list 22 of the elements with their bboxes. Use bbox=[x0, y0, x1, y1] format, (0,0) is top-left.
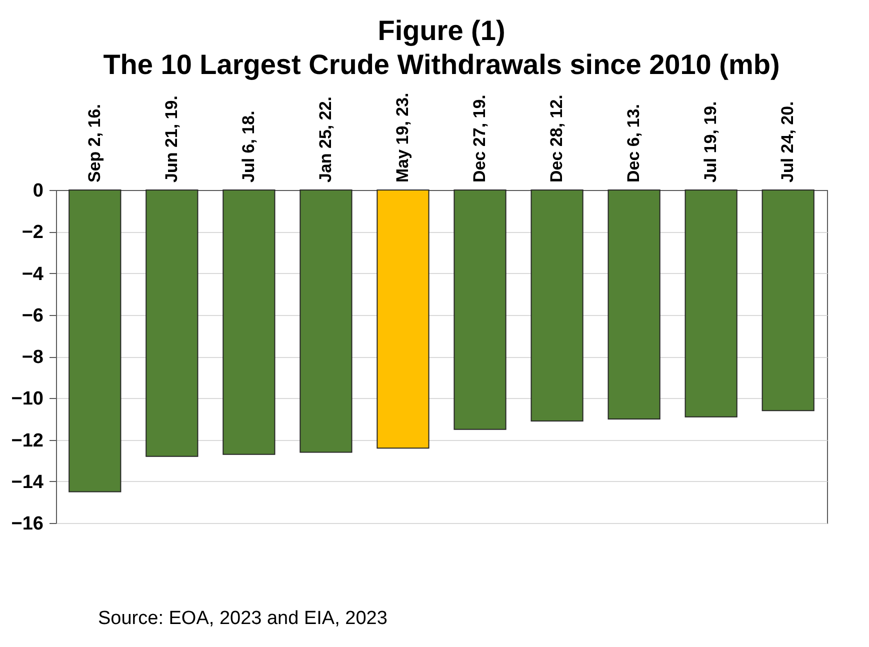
x-tick-label: Jul 24, 20. bbox=[778, 101, 798, 182]
x-tick-label: May 19, 23. bbox=[392, 92, 412, 182]
y-tick-label: −16 bbox=[11, 514, 44, 534]
y-tick-label: −12 bbox=[11, 430, 44, 452]
x-tick-label: Jan 25, 22. bbox=[316, 96, 335, 182]
x-tick-label: Dec 28, 12. bbox=[547, 94, 566, 182]
y-tick-label: −14 bbox=[11, 472, 44, 493]
y-tick-label: 0 bbox=[32, 180, 44, 202]
x-tick-label: Dec 6, 13. bbox=[624, 104, 644, 182]
y-tick-label: −6 bbox=[22, 305, 44, 326]
x-tick-label: Sep 2, 16. bbox=[84, 104, 104, 182]
y-tick-label: −8 bbox=[22, 347, 44, 368]
x-tick-label: Jul 6, 18. bbox=[238, 110, 258, 182]
x-tick-label: Jun 21, 19. bbox=[162, 96, 181, 182]
source-note: Source: EOA, 2023 and EIA, 2023 bbox=[98, 608, 388, 630]
x-tick-label: Dec 27, 19. bbox=[470, 94, 490, 182]
chart-subtitle: The 10 Largest Crude Withdrawals since 2010 (mb) bbox=[103, 49, 780, 80]
x-tick-label: Jul 19, 19. bbox=[701, 101, 720, 182]
y-tick-label: −2 bbox=[22, 222, 44, 244]
y-tick-label: −4 bbox=[22, 264, 44, 285]
y-tick-label: −10 bbox=[11, 388, 44, 410]
chart-title: Figure (1) bbox=[378, 15, 506, 46]
